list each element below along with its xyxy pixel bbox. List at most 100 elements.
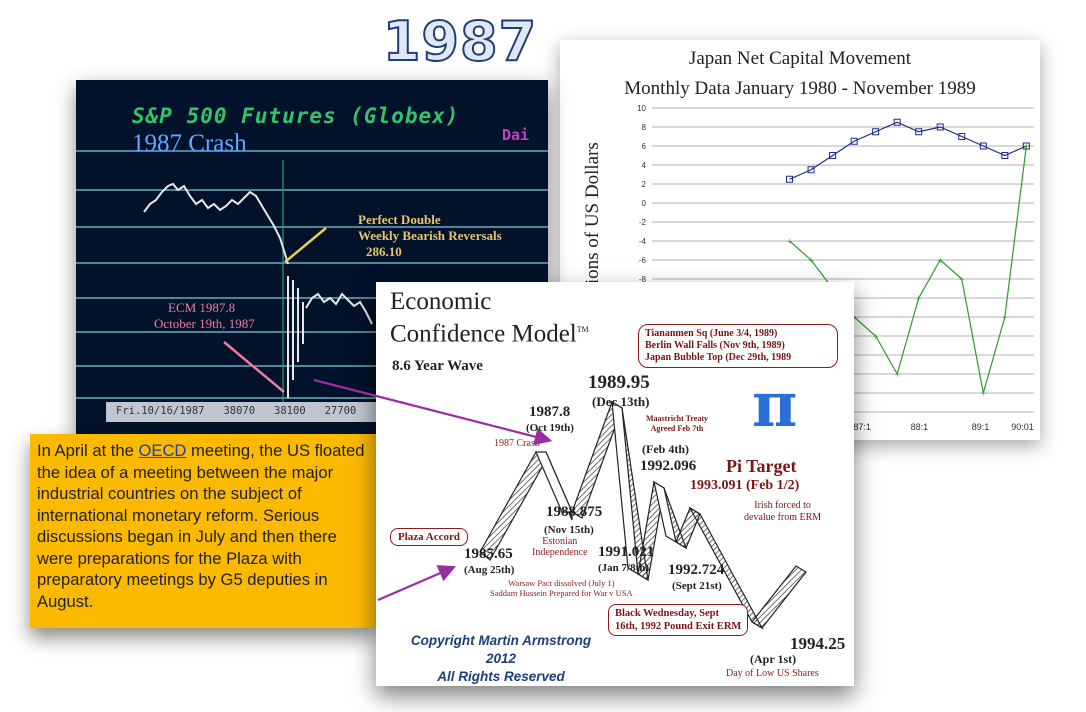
trough-1992-label: 1992.724 — [668, 562, 725, 578]
sp500-chart-subtitle: 1987 Crash — [132, 130, 247, 157]
estonian-line: Estonian — [542, 536, 578, 547]
event-line: Tiananmen Sq (June 3/4, 1989) — [645, 328, 778, 339]
y-tick-label: 6 — [642, 142, 647, 151]
peak-1987-date: (Oct 19th) — [526, 422, 574, 434]
series-b-point: + — [1024, 142, 1030, 153]
y-tick-label: 8 — [642, 123, 647, 132]
sp500-corner-label: Dai — [502, 126, 530, 144]
black-wednesday-line: 16th, 1992 Pound Exit ERM — [615, 621, 742, 632]
series-a-point — [1001, 152, 1009, 159]
sp500-price-series-postcrash — [305, 292, 373, 325]
irish-label: Irish forced to devalue from ERM — [744, 500, 821, 524]
series-a-point — [979, 142, 987, 150]
peak-1987-label: 1987.8 — [529, 404, 571, 420]
trough-1991-label: 1991.021 — [598, 544, 655, 560]
trough-1991-date: (Jan 7/8th) — [598, 562, 650, 574]
series-b-point: + — [894, 370, 900, 381]
ecm-title-line: Confidence ModelTM — [390, 316, 589, 348]
low-1994-caption: Day of Low US Shares — [726, 668, 819, 679]
start-1985-date: (Aug 25th) — [464, 564, 515, 576]
sp500-price-bars-postcrash — [287, 276, 304, 398]
annotation-arrow-ecm — [223, 341, 285, 393]
event-line: Berlin Wall Falls (Nov 9th, 1989) — [645, 340, 785, 351]
y-tick-label: -2 — [639, 218, 647, 227]
y-tick-label: 2 — [642, 180, 647, 189]
series-b-point: + — [787, 237, 793, 248]
sp500-ecm-line: ECM 1987.8 — [168, 300, 236, 315]
events-1989-box: Tiananmen Sq (June 3/4, 1989) Berlin Wal… — [638, 324, 838, 368]
callout-text-before: In April at the — [37, 441, 139, 460]
estonian-line: Independence — [532, 547, 588, 558]
black-wednesday-line: Black Wednesday, Sept — [615, 608, 719, 619]
y-tick-label: 4 — [642, 161, 647, 170]
start-1985-label: 1985.65 — [464, 546, 513, 562]
series-b-point: + — [916, 294, 922, 305]
plaza-accord-box: Plaza Accord — [390, 528, 469, 546]
peak-1992-label: 1992.096 — [640, 458, 697, 474]
annotation-arrow-reversal — [284, 227, 327, 263]
series-a-point — [872, 128, 880, 136]
series-a-point — [829, 152, 837, 159]
peak-1989-date: (Dec 13th) — [592, 394, 650, 409]
ecm-title-line: Economic — [390, 288, 492, 315]
event-line: Japan Bubble Top (Dec 29th, 1989 — [645, 352, 792, 363]
series-b-point: + — [851, 313, 857, 324]
japan-chart-title: Japan Net Capital Movement — [688, 48, 912, 69]
ecm-wave-ribbon-light — [535, 400, 677, 576]
maastricht-line: Agreed Feb 7th — [650, 424, 704, 433]
ecm-title-text: Confidence Model — [390, 320, 577, 348]
ecm-subtitle: 8.6 Year Wave — [392, 358, 483, 374]
sp500-annotation-reversal: Perfect Double Weekly Bearish Reversals … — [358, 212, 502, 260]
ecm-trademark: TM — [576, 325, 589, 334]
y-tick-label: -4 — [639, 237, 647, 246]
series-b-point: + — [980, 389, 986, 400]
y-tick-label: 10 — [637, 104, 646, 113]
irish-line: devalue from ERM — [744, 512, 822, 523]
warsaw-label: Warsaw Pact dissolved (July 1) Saddam Hu… — [490, 578, 633, 598]
irish-line: Irish forced to — [754, 500, 811, 511]
series-b-point: + — [873, 332, 879, 343]
series-b-point: + — [808, 256, 814, 267]
low-1994-label: 1994.25 — [790, 634, 846, 653]
pi-target-label: Pi Target — [726, 456, 797, 476]
sp500-annotation-line: 286.10 — [366, 244, 402, 259]
x-tick-label: 87:1 — [853, 422, 871, 432]
japan-chart-markers: ++++++++++++ — [786, 118, 1030, 400]
ecm-copyright-line: Copyright Martin Armstrong 2012 — [410, 633, 592, 666]
ecm-copyright-line: All Rights Reserved — [437, 669, 565, 684]
sp500-chart-title: S&P 500 Futures (Globex) — [132, 104, 460, 128]
series-b-point: + — [937, 256, 943, 267]
series-a-point — [807, 166, 815, 174]
peak-1987-caption: 1987 Crash — [494, 438, 540, 449]
x-tick-label: 88:1 — [911, 422, 929, 432]
sp500-annotation-line: Weekly Bearish Reversals — [358, 228, 502, 243]
series-a-point — [958, 133, 966, 140]
sp500-footer-text: Fri.10/16/1987 38070 38100 27700 — [116, 405, 357, 417]
y-tick-label: 0 — [642, 199, 647, 208]
peak-1993-label: 1993.091 (Feb 1/2) — [690, 478, 800, 493]
maastricht-line: Maastricht Treaty — [646, 414, 708, 423]
callout-text-after: meeting, the US floated the idea of a me… — [37, 441, 365, 611]
japan-chart-subtitle: Monthly Data January 1980 - November 198… — [624, 78, 976, 99]
feb4-label: (Feb 4th) — [642, 442, 689, 456]
ecm-copyright: Copyright Martin Armstrong 2012 All Righ… — [396, 632, 606, 686]
callout-box: In April at the OECD meeting, the US flo… — [30, 434, 378, 628]
series-b-point: + — [959, 275, 965, 286]
y-tick-label: -8 — [639, 275, 647, 284]
sp500-ecm-annotation: ECM 1987.8 October 19th, 1987 — [154, 300, 255, 332]
low-1994-date: (Apr 1st) — [750, 652, 797, 666]
sp500-annotation-line: Perfect Double — [358, 212, 441, 227]
series-a-point — [786, 175, 794, 183]
ecm-title: Economic Confidence ModelTM — [390, 288, 589, 348]
oecd-link[interactable]: OECD — [138, 441, 187, 460]
japan-chart-ylabel: illions of US Dollars — [582, 142, 603, 300]
x-tick-label: 90:01 — [1011, 422, 1034, 432]
sp500-price-series-precrash — [143, 182, 289, 265]
black-wednesday-box: Black Wednesday, Sept 16th, 1992 Pound E… — [608, 604, 749, 636]
y-tick-label: -6 — [639, 256, 647, 265]
trough-1988-label: 1988.875 — [546, 504, 603, 520]
maastricht-label: Maastricht Treaty Agreed Feb 7th — [646, 414, 708, 434]
warsaw-line: Warsaw Pact dissolved (July 1) — [508, 578, 615, 588]
callout-text: In April at the OECD meeting, the US flo… — [37, 440, 373, 612]
series-a-point — [893, 118, 901, 126]
